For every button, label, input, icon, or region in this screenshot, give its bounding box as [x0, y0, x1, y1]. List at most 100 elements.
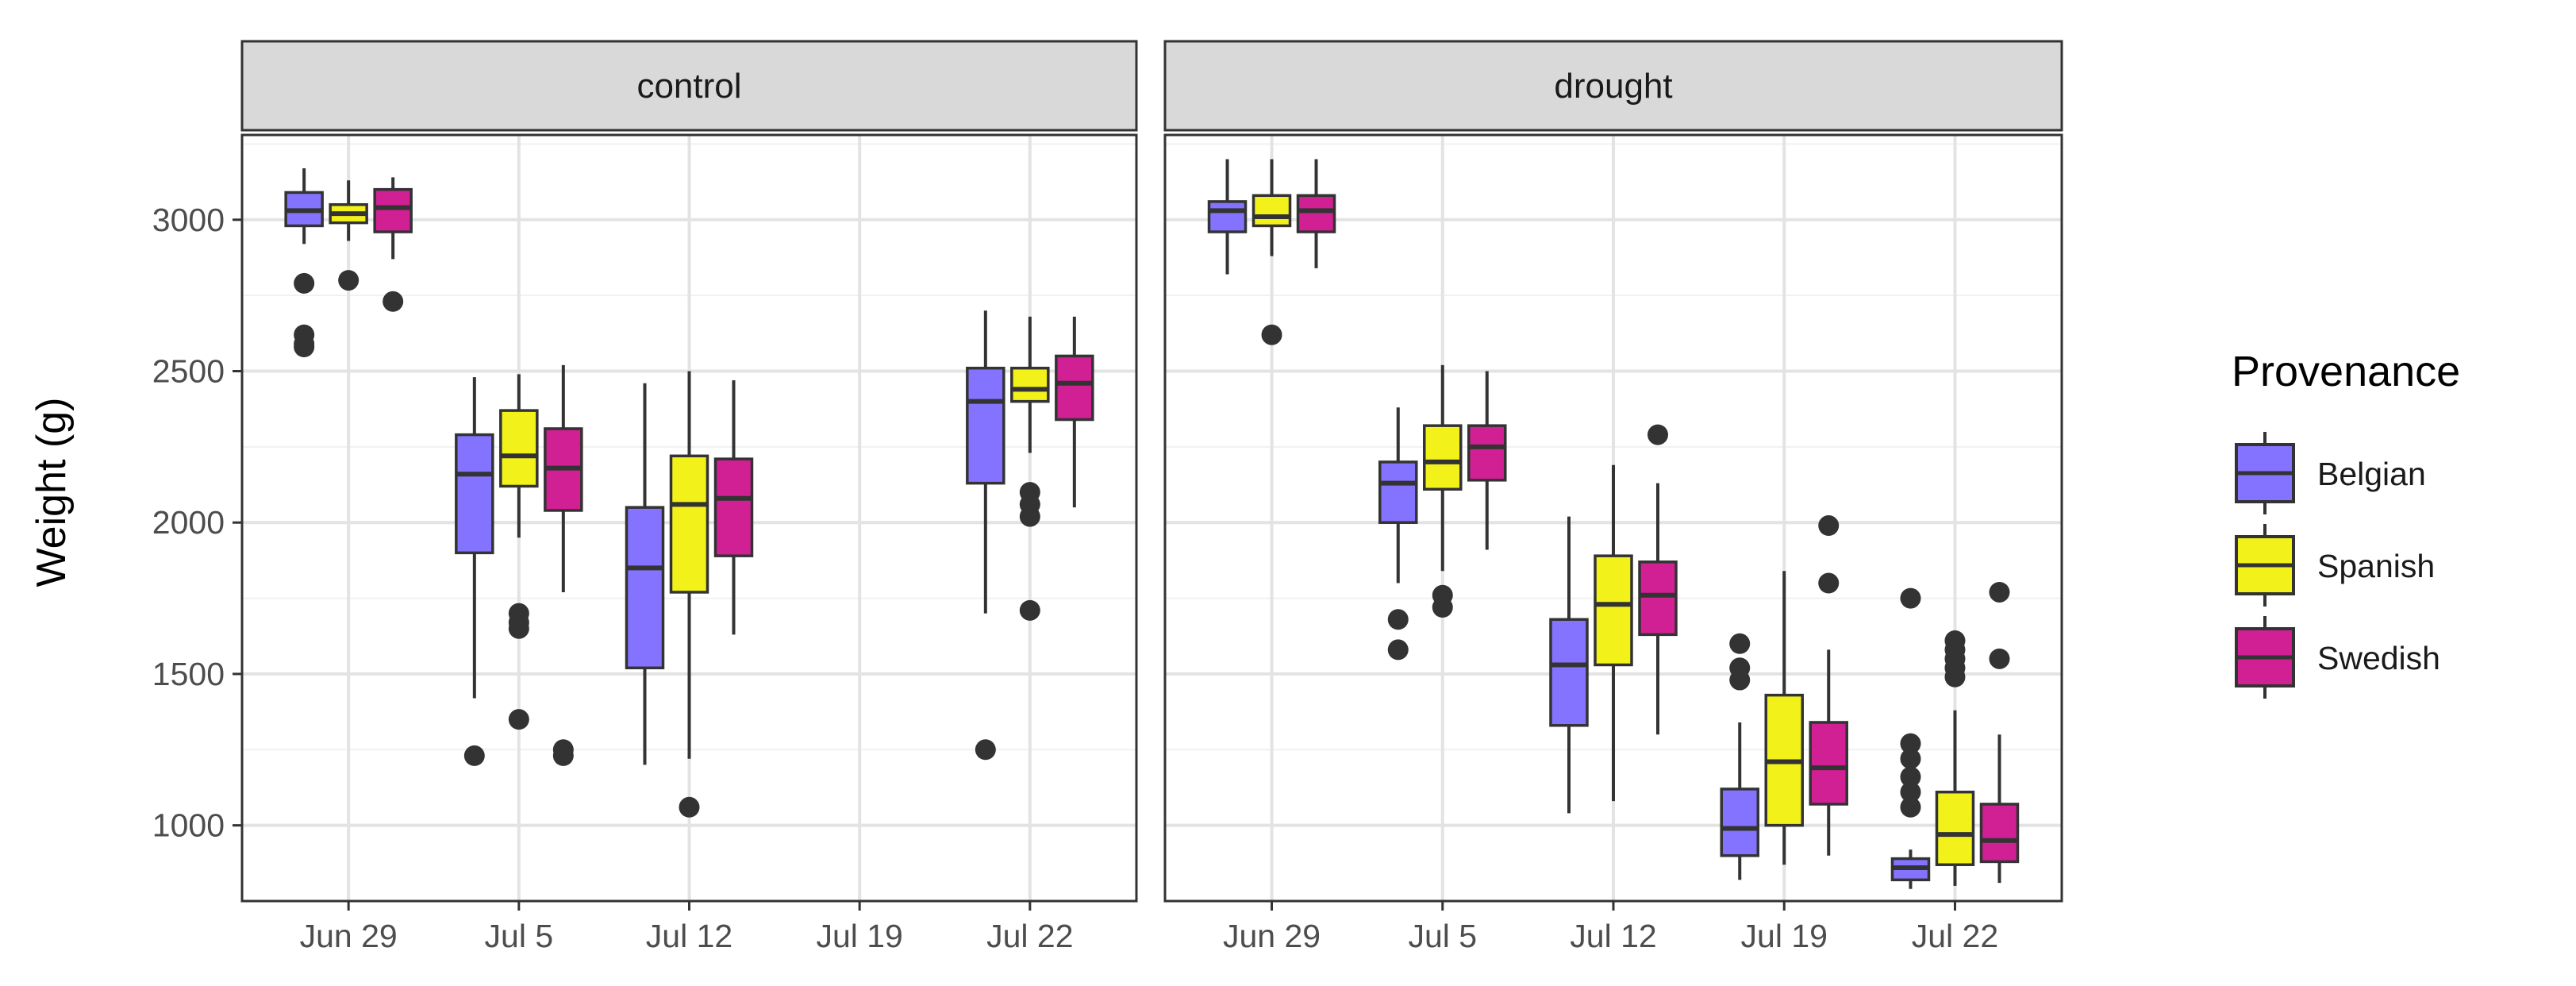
box-control-jul-5-swedish	[544, 364, 583, 766]
box-body	[1296, 194, 1336, 233]
outlier-point	[679, 796, 700, 818]
box-control-jul-12-swedish	[713, 379, 754, 635]
outlier-point	[383, 291, 404, 312]
outlier-point	[1019, 506, 1040, 527]
outlier-point	[294, 336, 315, 357]
outlier-point	[1647, 424, 1668, 445]
facet-panels: control Jun 29 Jul 5 Jul 12 Jul 19 Jul 22 drou…	[240, 40, 2063, 954]
box-body	[1055, 354, 1094, 422]
outlier-point	[508, 709, 529, 730]
outlier-point	[1261, 324, 1282, 345]
box-body	[1549, 618, 1589, 727]
x-tick-label: Jul 5	[1408, 918, 1477, 954]
outlier-point	[508, 618, 529, 639]
x-tick-label: Jul 5	[485, 918, 554, 954]
box-body	[1809, 721, 1848, 806]
outlier-point	[552, 745, 574, 766]
outlier-point	[338, 270, 359, 291]
y-tick-label: 2500	[152, 353, 225, 390]
box-control-jul-22-spanish	[1010, 316, 1050, 621]
box-control-jul-5-belgian	[455, 377, 494, 766]
panel-control: control Jun 29 Jul 5 Jul 12 Jul 19 Jul 22	[240, 40, 1138, 954]
x-tick-label: Jul 19	[1741, 918, 1828, 954]
legend-label: Swedish	[2317, 640, 2440, 676]
x-tick-label: Jul 22	[986, 918, 1073, 954]
box-body	[373, 187, 413, 233]
outlier-point	[975, 739, 996, 761]
legend-key-swedish: Swedish	[2235, 616, 2440, 699]
outlier-point	[1944, 666, 1966, 688]
panel-border	[1163, 133, 2063, 903]
box-drought-jul-12-belgian	[1549, 516, 1589, 814]
x-tick-label: Jun 29	[300, 918, 398, 954]
outlier-point	[1989, 648, 2010, 669]
y-tick-label: 3000	[152, 202, 225, 238]
box-body	[455, 433, 494, 555]
box-drought-jul-19-spanish	[1764, 571, 1804, 865]
facet-strip	[1163, 40, 2063, 132]
outlier-point	[1900, 748, 1921, 769]
box-body	[625, 506, 665, 670]
facet-strip-label: control	[636, 67, 741, 106]
x-tick-label: Jul 12	[646, 918, 732, 954]
box-drought-jul-5-swedish	[1467, 371, 1507, 550]
box-control-jul-22-swedish	[1055, 316, 1094, 508]
legend: Provenance Belgian Spanish Swedish	[2232, 348, 2460, 699]
outlier-point	[1432, 597, 1453, 618]
legend-key-spanish: Spanish	[2235, 524, 2435, 607]
legend-title: Provenance	[2232, 348, 2460, 395]
outlier-point	[1387, 639, 1409, 661]
box-control-jul-12-belgian	[625, 383, 665, 765]
box-drought-jul-19-belgian	[1720, 633, 1759, 880]
box-body	[669, 454, 709, 594]
box-body	[1378, 460, 1418, 524]
box-body	[1251, 194, 1292, 228]
box-drought-jun-29-swedish	[1296, 159, 1336, 268]
box-control-jun-29-spanish	[329, 180, 368, 291]
facet-strip-label: drought	[1554, 67, 1672, 106]
y-tick-label: 1000	[152, 807, 225, 844]
box-body	[499, 409, 539, 488]
legend-label: Spanish	[2317, 548, 2435, 584]
outlier-point	[1900, 796, 1921, 818]
outlier-point	[463, 745, 485, 766]
box-body	[713, 457, 754, 557]
box-control-jun-29-swedish	[373, 177, 413, 312]
box-drought-jun-29-belgian	[1207, 159, 1248, 275]
outlier-point	[1729, 669, 1751, 691]
legend-key-belgian: Belgian	[2235, 432, 2426, 514]
outlier-point	[1387, 609, 1409, 630]
box-body	[1010, 366, 1050, 403]
outlier-point	[1900, 587, 1921, 609]
panel-border	[240, 133, 1138, 903]
y-axis-ticks: 1000 1500 2000 2500 3000	[152, 202, 242, 844]
x-tick-label: Jul 12	[1570, 918, 1656, 954]
outlier-point	[1729, 633, 1751, 654]
box-drought-jul-22-swedish	[1979, 581, 2020, 884]
x-tick-label: Jul 22	[1912, 918, 1998, 954]
box-drought-jul-12-swedish	[1638, 424, 1678, 735]
y-axis-title: Weight (g)	[29, 398, 75, 587]
outlier-point	[1818, 572, 1840, 594]
y-tick-label: 1500	[152, 656, 225, 692]
facet-strip	[240, 40, 1138, 132]
box-drought-jul-12-spanish	[1594, 464, 1633, 802]
box-control-jul-22-belgian	[966, 310, 1005, 761]
outlier-point	[294, 272, 315, 294]
box-body	[1207, 200, 1248, 233]
box-control-jul-5-spanish	[499, 374, 539, 730]
box-body	[1979, 803, 2020, 864]
box-drought-jul-5-spanish	[1423, 364, 1463, 618]
box-body	[1594, 554, 1633, 667]
x-tick-label: Jul 19	[816, 918, 902, 954]
y-tick-label: 2000	[152, 504, 225, 541]
outlier-point	[1900, 766, 1921, 788]
box-body	[1467, 424, 1507, 482]
box-body	[966, 366, 1005, 485]
legend-keys: Belgian Spanish Swedish	[2235, 432, 2440, 699]
outlier-point	[1019, 599, 1040, 621]
box-control-jul-12-spanish	[669, 371, 709, 818]
box-body	[1638, 560, 1678, 637]
outlier-point	[1900, 733, 1921, 754]
